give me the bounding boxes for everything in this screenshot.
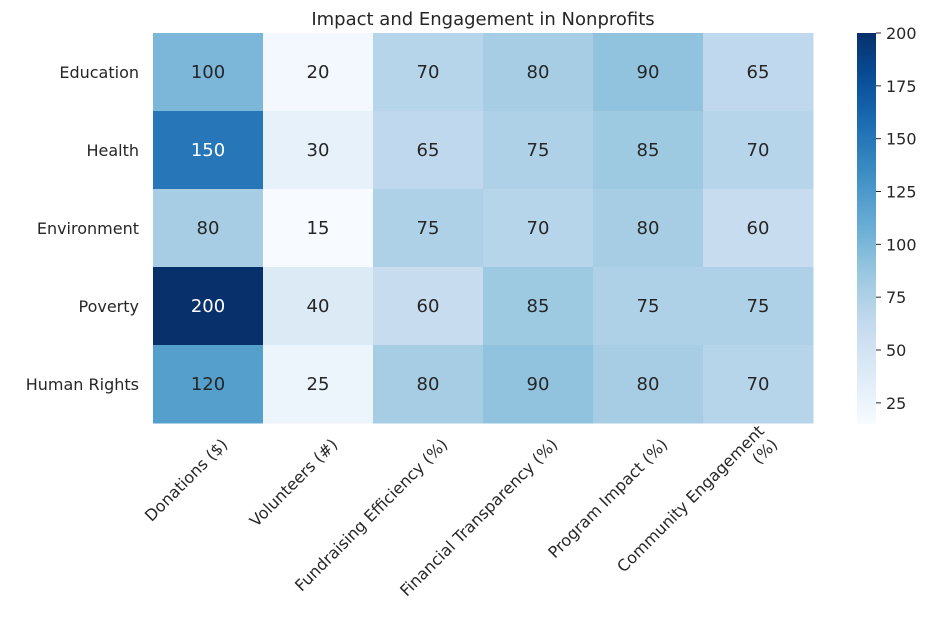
cell-value-label: 70 — [747, 140, 770, 161]
cell-value-label: 90 — [637, 62, 660, 83]
column-labels: Donations ($) Volunteers (#)Fundraising E… — [141, 421, 781, 600]
cell-value-label: 80 — [637, 374, 660, 395]
column-label: Donations ($) — [141, 435, 231, 525]
cell-value-label: 200 — [191, 296, 225, 317]
colorbar-tick-label: 25 — [886, 394, 906, 413]
cell-value-label: 80 — [527, 62, 550, 83]
heatmap-cells: 100 20 70 80 90 65 150 30 65 75 85 70 80 15 75 70 80 60 20… — [153, 33, 814, 424]
cell-value-label: 120 — [191, 374, 225, 395]
cell-value-label: 60 — [417, 296, 440, 317]
cell-value-label: 70 — [747, 374, 770, 395]
cell-value-label: 75 — [747, 296, 770, 317]
cell-value-label: 80 — [197, 218, 220, 239]
row-label: Education — [59, 63, 139, 82]
cell-value-label: 15 — [307, 218, 330, 239]
cell-value-label: 85 — [527, 296, 550, 317]
colorbar-tick-label: 125 — [886, 183, 917, 202]
row-label: Poverty — [79, 297, 140, 316]
colorbar-gradient — [857, 33, 876, 424]
cell-value-label: 80 — [417, 374, 440, 395]
column-label-line: Volunteers (#) — [246, 435, 342, 531]
column-label-line: Community Engagement — [613, 421, 768, 576]
cell-value-label: 100 — [191, 62, 225, 83]
colorbar: 25 50 75 100 125 150 175 200 — [857, 24, 917, 424]
cell-value-label: 60 — [747, 218, 770, 239]
row-label: Environment — [37, 219, 139, 238]
chart-title: Impact and Engagement in Nonprofits — [311, 9, 654, 30]
colorbar-tick-label: 50 — [886, 341, 906, 360]
cell-value-label: 20 — [307, 62, 330, 83]
cell-value-label: 75 — [527, 140, 550, 161]
cell-value-label: 85 — [637, 140, 660, 161]
cell-value-label: 90 — [527, 374, 550, 395]
colorbar-tick-label: 100 — [886, 235, 917, 254]
row-label: Human Rights — [26, 375, 139, 394]
cell-value-label: 150 — [191, 140, 225, 161]
colorbar-tick-label: 150 — [886, 130, 917, 149]
cell-value-label: 75 — [417, 218, 440, 239]
cell-value-label: 65 — [747, 62, 770, 83]
row-labels: Education Health Environment Poverty Human R… — [26, 63, 139, 394]
colorbar-tick-label: 75 — [886, 288, 906, 307]
cell-value-label: 80 — [637, 218, 660, 239]
cell-value-label: 25 — [307, 374, 330, 395]
cell-value-label: 75 — [637, 296, 660, 317]
colorbar-tick-label: 200 — [886, 24, 917, 43]
cell-value-label: 30 — [307, 140, 330, 161]
column-label-line: Donations ($) — [141, 435, 231, 525]
row-label: Health — [86, 141, 139, 160]
column-label: Community Engagement(%) — [613, 421, 781, 589]
cell-value-label: 70 — [527, 218, 550, 239]
column-label: Volunteers (#) — [246, 435, 342, 531]
cell-value-label: 65 — [417, 140, 440, 161]
cell-value-label: 40 — [307, 296, 330, 317]
cell-value-label: 70 — [417, 62, 440, 83]
colorbar-tick-label: 175 — [886, 77, 917, 96]
